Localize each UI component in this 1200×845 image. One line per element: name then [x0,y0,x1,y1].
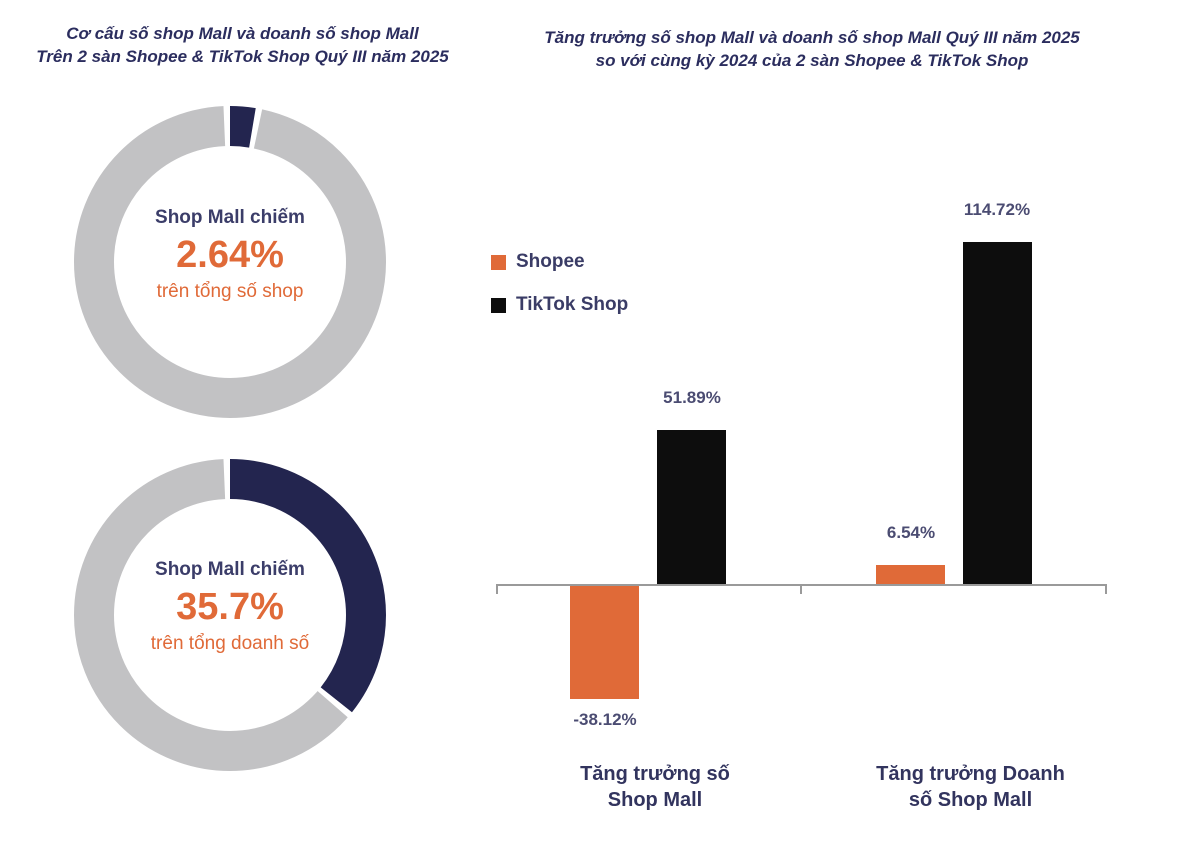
x-axis-line [497,584,1107,586]
data-label-shopee-shop-growth: -38.12% [573,710,637,729]
legend-item-shopee: Shopee [491,251,628,273]
donut-value: 35.7% [176,586,284,628]
legend-label-shopee: Shopee [516,251,585,272]
donut-value: 2.64% [176,234,284,276]
legend: Shopee TikTok Shop [491,251,628,337]
legend-swatch-shopee [491,254,506,270]
donut-ring-shop-mall [74,459,386,771]
bar-section-title: Tăng trưởng số shop Mall và doanh số sho… [502,26,1122,72]
bar-title-line-2: so với cùng kỳ 2024 của 2 sàn Shopee & T… [595,51,1029,70]
donut-title-line-2: Trên 2 sàn Shopee & TikTok Shop Quý III … [36,47,449,66]
data-label-tiktok-revenue-growth: 114.72% [963,200,1031,219]
bar-tiktok-revenue-growth [963,242,1032,585]
x-axis-tick-left [496,584,498,594]
donut-label-bottom: trên tổng số shop [156,281,304,302]
bar-tiktok-shop-growth [657,430,726,585]
legend-swatch-tiktok-shop [491,297,506,313]
x-axis-tick-middle [800,584,802,594]
legend-item-tiktok-shop: TikTok Shop [491,294,628,316]
category-label-line: Shop Mall [607,789,703,811]
category-label-shop-growth: Tăng trưởng số Shop Mall [555,761,755,813]
bar-shopee-shop-growth [570,585,639,699]
donut-ring-shop-mall [74,106,386,418]
category-label-line: Tăng trưởng số [580,763,730,785]
donut-title-line-1: Cơ cấu số shop Mall và doanh số shop Mal… [66,24,419,43]
donut-center-text-shop-share: Shop Mall chiếm 2.64% trên tổng số shop [80,206,380,304]
donut-chart-shop-share [72,104,388,420]
donut-chart-revenue-share [72,457,388,773]
category-label-revenue-growth: Tăng trưởng Doanh số Shop Mall [858,761,1083,813]
bar-title-line-1: Tăng trưởng số shop Mall và doanh số sho… [544,28,1080,47]
category-label-line: Tăng trưởng Doanh [876,763,1065,785]
bar-shopee-revenue-growth [876,565,945,585]
donut-center-text-revenue-share: Shop Mall chiếm 35.7% trên tổng doanh số [80,558,380,656]
donut-label-bottom: trên tổng doanh số [150,633,310,654]
donut-section-title: Cơ cấu số shop Mall và doanh số shop Mal… [0,22,485,68]
category-label-line: số Shop Mall [908,789,1033,811]
data-label-shopee-revenue-growth: 6.54% [886,523,936,542]
legend-label-tiktok-shop: TikTok Shop [516,294,629,315]
data-label-tiktok-shop-growth: 51.89% [663,388,721,407]
donut-label-top: Shop Mall chiếm [155,559,305,580]
donut-label-top: Shop Mall chiếm [155,207,305,228]
x-axis-tick-right [1105,584,1107,594]
